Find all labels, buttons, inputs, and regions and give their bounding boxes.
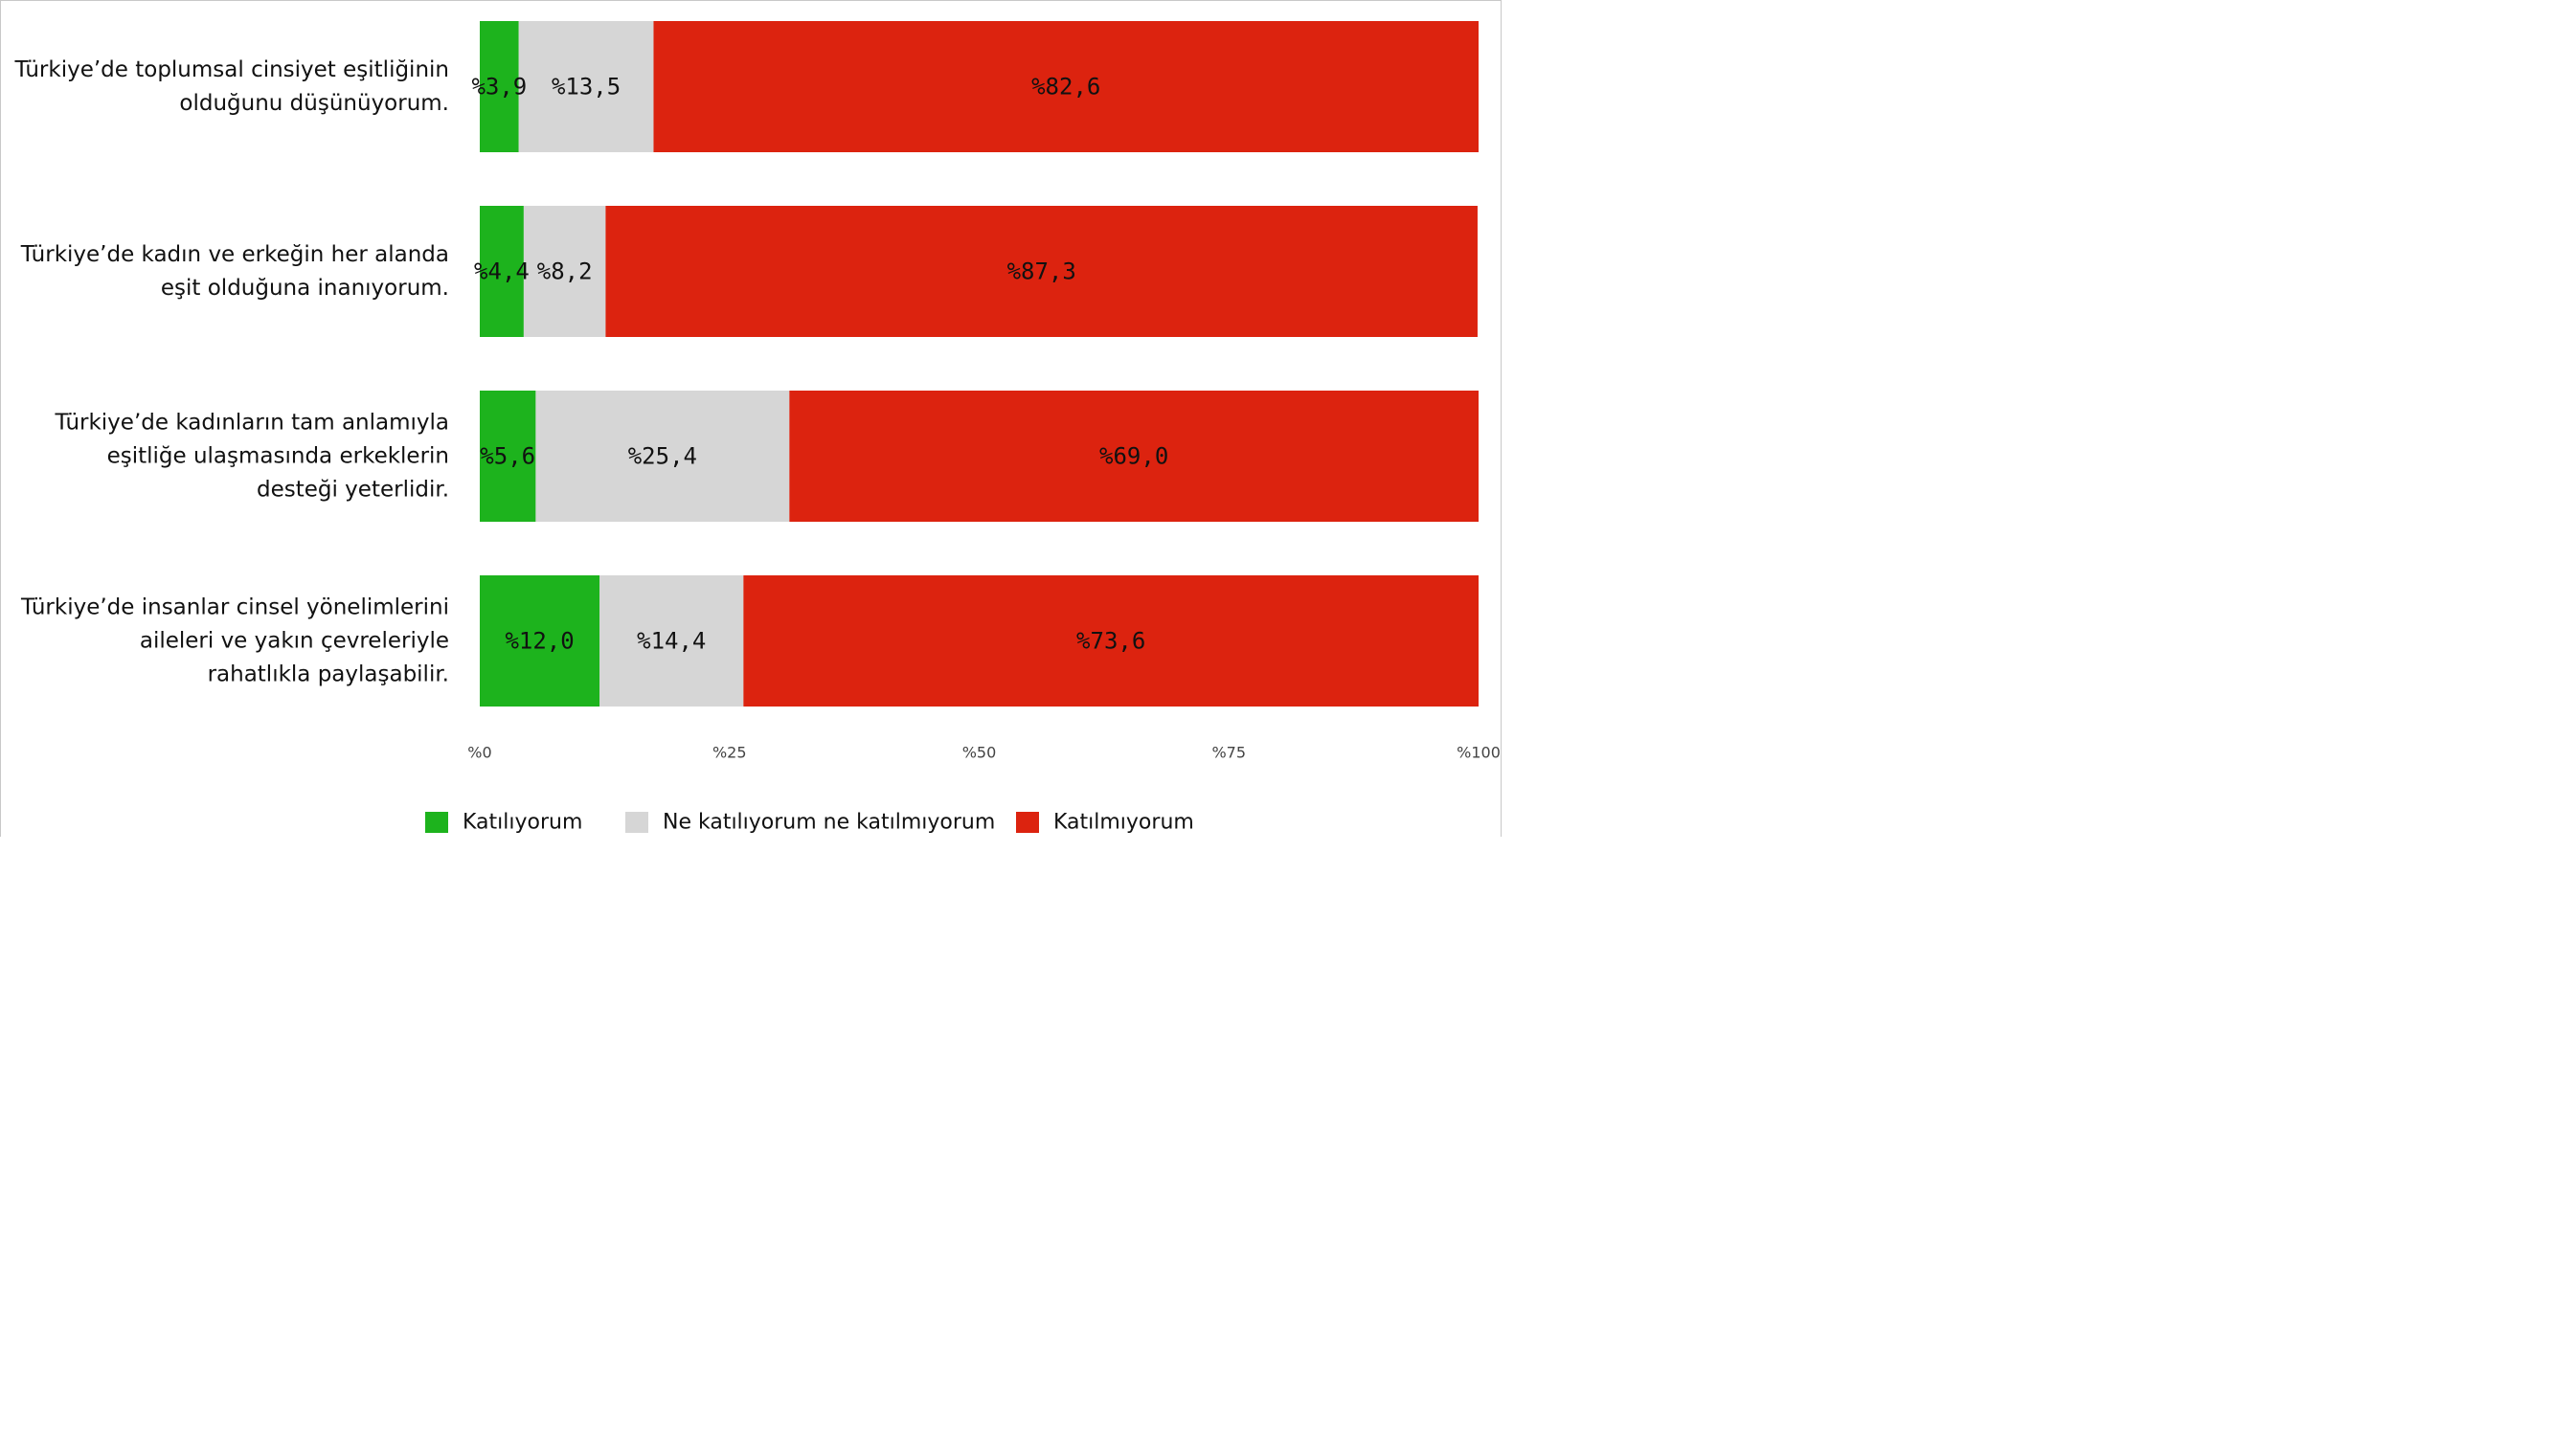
legend-label-katilmiyorum: Katılmıyorum	[1053, 811, 1194, 835]
legend-swatch-katiliyorum	[425, 812, 448, 833]
bars-layer	[480, 21, 1479, 707]
bar-kararsiz-2	[523, 206, 606, 337]
bar-kararsiz-4	[599, 575, 744, 707]
bar-katiliyorum-4	[480, 575, 600, 707]
x-tick-label-0: %0	[467, 744, 491, 762]
legend-label-kararsiz: Ne katılıyorum ne katılmıyorum	[663, 811, 995, 835]
category-label-3-line-3: desteği yeterlidir.	[257, 478, 449, 503]
bar-katiliyorum-3	[480, 391, 536, 522]
legend-swatch-kararsiz	[625, 812, 648, 833]
bar-katiliyorum-1	[480, 21, 519, 152]
bar-label-katilmiyorum-1: %82,6	[1031, 74, 1100, 101]
bar-label-kararsiz-3: %25,4	[628, 443, 697, 470]
bar-label-katiliyorum-4: %12,0	[505, 628, 574, 655]
category-label-4-line-2: aileleri ve yakın çevreleriyle	[140, 629, 449, 654]
bar-label-katiliyorum-1: %3,9	[471, 74, 527, 101]
bar-katiliyorum-2	[480, 206, 524, 337]
bar-katilmiyorum-2	[605, 206, 1478, 337]
x-tick-label-100: %100	[1457, 744, 1501, 762]
chart-frame: %3,9 %13,5 %82,6 %4,4 %8,2 %87,3 %5,6 %25,4 %69,…	[0, 0, 1502, 837]
bar-katilmiyorum-1	[653, 21, 1479, 152]
bar-label-katiliyorum-2: %4,4	[474, 258, 530, 285]
category-label-4-line-1: Türkiye’de insanlar cinsel yönelimlerini	[20, 595, 449, 620]
bar-kararsiz-3	[535, 391, 790, 522]
bar-label-kararsiz-1: %13,5	[552, 74, 621, 101]
category-label-2-line-2: eşit olduğuna inanıyorum.	[161, 276, 449, 301]
bar-label-katilmiyorum-2: %87,3	[1007, 258, 1076, 285]
category-label-3-line-1: Türkiye’de kadınların tam anlamıyla	[55, 411, 449, 436]
x-tick-label-25: %25	[712, 744, 747, 762]
bar-label-katiliyorum-3: %5,6	[480, 443, 535, 470]
legend: Katılıyorum Ne katılıyorum ne katılmıyoru…	[425, 811, 1194, 835]
category-label-4-line-3: rahatlıkla paylaşabilir.	[208, 662, 449, 687]
x-tick-label-50: %50	[962, 744, 997, 762]
category-labels-layer: Türkiye’de toplumsal cinsiyet eşitliğini…	[13, 57, 449, 687]
bar-label-kararsiz-4: %14,4	[637, 628, 706, 655]
bar-label-katilmiyorum-4: %73,6	[1076, 628, 1145, 655]
category-label-3-line-2: eşitliğe ulaşmasında erkeklerin	[107, 444, 449, 469]
bar-katilmiyorum-4	[743, 575, 1479, 707]
bar-label-katilmiyorum-3: %69,0	[1099, 443, 1168, 470]
bar-labels-layer: %3,9 %13,5 %82,6 %4,4 %8,2 %87,3 %5,6 %25,4 %69,…	[471, 74, 1168, 655]
bar-kararsiz-1	[518, 21, 654, 152]
legend-swatch-katilmiyorum	[1016, 812, 1039, 833]
bar-katilmiyorum-3	[789, 391, 1479, 522]
category-label-1-line-2: olduğunu düşünüyorum.	[179, 91, 449, 116]
bar-label-kararsiz-2: %8,2	[537, 258, 593, 285]
x-axis-ticks: %0 %25 %50 %75 %100	[467, 744, 1501, 762]
x-tick-label-75: %75	[1211, 744, 1246, 762]
category-label-1-line-1: Türkiye’de toplumsal cinsiyet eşitliğini…	[13, 57, 449, 82]
legend-label-katiliyorum: Katılıyorum	[463, 811, 582, 835]
stacked-bar-chart: %3,9 %13,5 %82,6 %4,4 %8,2 %87,3 %5,6 %25,4 %69,…	[13, 21, 1501, 835]
category-label-2-line-1: Türkiye’de kadın ve erkeğin her alanda	[20, 242, 449, 267]
